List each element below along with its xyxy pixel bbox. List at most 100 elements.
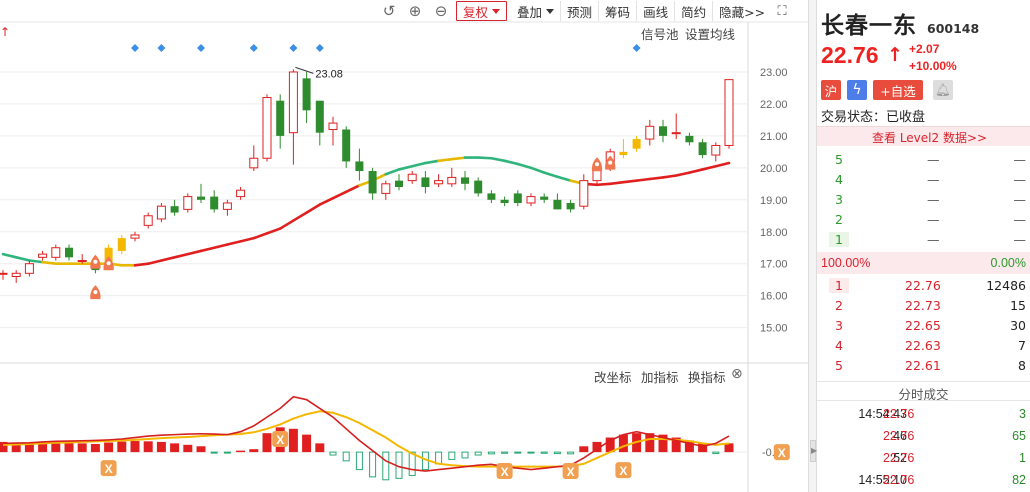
candle-body — [474, 180, 483, 194]
set-ma-link[interactable]: 设置均线 — [685, 27, 736, 42]
candle-body — [407, 173, 417, 182]
plus-circle-icon[interactable]: ⊕ — [408, 2, 422, 20]
ma-line-segment — [384, 168, 401, 176]
ma-line-segment — [688, 168, 704, 174]
cross-signal-icon — [100, 460, 117, 477]
y-tick-label: 20.00 — [760, 163, 788, 175]
candle-body — [302, 78, 311, 111]
macd-bar — [540, 451, 548, 454]
ma-line-segment — [212, 243, 229, 250]
tick-time: :46 — [889, 429, 907, 443]
macd-bar — [262, 433, 272, 453]
macd-bar — [474, 451, 482, 456]
lightning-icon[interactable]: ϟ — [847, 80, 867, 100]
overlay-button[interactable]: 叠加 — [511, 1, 560, 21]
candle-body — [0, 272, 8, 275]
candle-body — [222, 202, 232, 210]
candle-body — [434, 180, 444, 185]
adjust-button[interactable]: 复权 — [456, 1, 508, 21]
kline-chart-area[interactable]: 23.00 22.00 21.00 20.00 19.00 18.00 17.00 16.00… — [0, 0, 808, 492]
candle-body — [566, 202, 575, 210]
level2-link[interactable]: 查看 Level2 数据>> — [872, 131, 988, 145]
order-price: — — [927, 152, 940, 167]
macd-bar — [684, 440, 694, 453]
undo-icon[interactable]: ↺ — [382, 2, 396, 20]
hide-button[interactable]: 隐藏>> — [712, 1, 771, 21]
macd-bar — [527, 451, 535, 454]
simple-button[interactable]: 简约 — [674, 1, 712, 21]
forecast-label: 预测 — [567, 4, 593, 20]
order-volume: — — [1013, 192, 1027, 207]
fullscreen-icon[interactable]: ⛶ — [777, 3, 787, 19]
signal-pool-link[interactable]: 信号池 — [641, 27, 679, 42]
candle-body — [197, 196, 205, 200]
macd-bar — [183, 444, 193, 453]
chips-label: 筹码 — [605, 4, 631, 20]
macd-bar — [223, 451, 231, 454]
ma-line-segment — [622, 179, 638, 184]
ma-line-segment — [226, 240, 242, 246]
candle-body — [288, 71, 298, 134]
ma-line-segment — [265, 227, 282, 235]
order-price: — — [927, 212, 940, 227]
signal-diamond-icon — [315, 44, 324, 52]
price-change: +2.07 +10.00% — [909, 41, 957, 75]
macd-bar — [553, 451, 561, 455]
quote-panel: 长春一东 600148 22.76 ↑ +2.07 +10.00% 沪 ϟ +自… — [817, 0, 1030, 492]
collapse-handle-icon[interactable]: ▶ — [810, 440, 817, 462]
candle-body — [500, 199, 509, 203]
macd-bar — [156, 441, 166, 453]
macd-bar — [196, 446, 206, 453]
order-price: 22.76 — [905, 278, 941, 293]
signal-diamond-icon — [289, 44, 298, 52]
forecast-button[interactable]: 预测 — [560, 1, 598, 21]
macd-bar — [514, 451, 522, 454]
minus-circle-icon[interactable]: ⊖ — [434, 2, 448, 20]
close-icon[interactable]: ⊗ — [731, 366, 743, 382]
buy-order-row: 5 22.61 8 — [817, 356, 1030, 376]
order-ratio: 100.00% 0.00% — [817, 252, 1030, 274]
candle-body — [315, 100, 324, 133]
switch-indicator-link[interactable]: 换指标 — [688, 370, 726, 385]
y-tick-label: 18.00 — [760, 227, 788, 239]
chevron-down-icon — [546, 8, 555, 14]
order-volume: — — [1013, 232, 1027, 247]
change-value: +2.07 — [909, 42, 940, 56]
rocket-window — [106, 261, 111, 266]
chips-button[interactable]: 筹码 — [598, 1, 636, 21]
ma-line-segment — [490, 156, 506, 163]
cross-signal-label: X — [619, 464, 627, 478]
add-indicator-link[interactable]: 加指标 — [641, 370, 679, 385]
panel-splitter[interactable]: ▶ — [808, 0, 817, 492]
cross-signal-icon — [496, 463, 513, 480]
sell-order-row: 2 — — — [817, 210, 1030, 230]
tick-price: 22.76 — [883, 451, 915, 465]
tick-time: 14:54:43 — [858, 407, 907, 421]
high-price-label: 23.08 — [315, 68, 343, 80]
stock-tags: 沪 ϟ +自选 🔔︎ — [821, 80, 959, 100]
macd-bar — [369, 451, 377, 478]
ma-line-segment — [318, 196, 335, 206]
tick-row: :52 22.76 1 — [817, 448, 1030, 470]
cross-signal-label: X — [778, 446, 786, 460]
buy-order-row: 1 22.76 12486 — [817, 276, 1030, 296]
bell-icon[interactable]: 🔔︎ — [933, 80, 953, 100]
ma-line-segment — [173, 252, 190, 259]
macd-bar — [38, 441, 48, 453]
macd-bar — [461, 451, 469, 459]
macd-bar — [170, 443, 180, 453]
ma-line-segment — [397, 164, 414, 171]
candle-body — [236, 189, 246, 198]
draw-line-button[interactable]: 画线 — [636, 1, 674, 21]
order-level: 3 — [835, 192, 843, 207]
add-favorite-button[interactable]: +自选 — [873, 80, 923, 100]
macd-bar — [11, 442, 21, 453]
ma-line-segment — [1, 252, 18, 259]
order-price: 22.61 — [905, 358, 941, 373]
ma-line-segment — [199, 246, 216, 253]
kline-chart-svg[interactable]: 23.00 22.00 21.00 20.00 19.00 18.00 17.00 16.00… — [0, 0, 808, 492]
macd-bar — [0, 441, 8, 453]
change-axis-link[interactable]: 改坐标 — [594, 370, 632, 385]
candle-body — [513, 193, 522, 203]
sell-order-row: 3 — — — [817, 190, 1030, 210]
